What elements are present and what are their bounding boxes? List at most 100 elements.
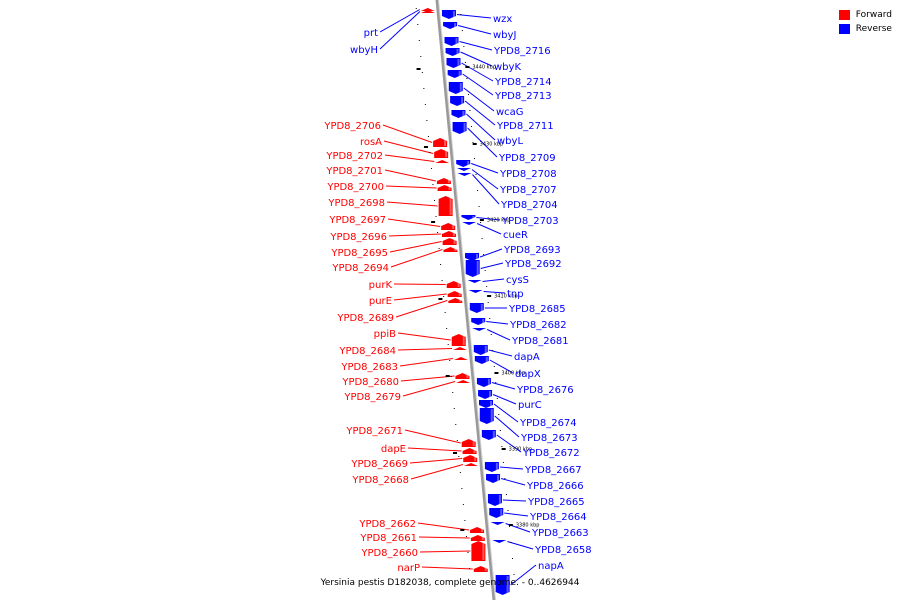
legend-label-reverse: Reverse [855, 24, 892, 34]
forward-gene-block [443, 247, 458, 252]
forward-gene-block [448, 298, 463, 303]
scale-dot [462, 504, 464, 505]
scale-tick-label: 3390 kbp [509, 447, 533, 453]
reverse-gene-label: YPD8_2713 [494, 91, 552, 102]
scale-dot [458, 456, 460, 457]
reverse-gene-connector [483, 291, 506, 294]
forward-gene-block [452, 347, 467, 350]
forward-gene-connector [410, 464, 464, 480]
scale-tick-mark [494, 372, 499, 374]
reverse-gene-connector [507, 541, 534, 550]
forward-gene-label: YPD8_2694 [331, 263, 389, 274]
forward-gene-block [447, 291, 462, 297]
forward-gene-block [473, 566, 488, 572]
forward-gene-connector [397, 332, 451, 341]
reverse-gene-block [471, 318, 486, 325]
scale-dot [484, 270, 486, 271]
legend-item-forward: Forward [838, 8, 892, 22]
scale-dot [469, 110, 471, 111]
scale-dot [447, 344, 449, 345]
reverse-gene-label: dapX [515, 369, 541, 380]
scale-tick-mark [465, 66, 470, 68]
forward-gene-connector [409, 458, 463, 464]
forward-gene-connector [385, 185, 437, 189]
scale-dot [430, 168, 432, 169]
scale-dot [429, 152, 431, 153]
reverse-gene-label: wbyJ [493, 30, 516, 41]
forward-gene-block [437, 185, 452, 191]
reverse-gene-label: purC [518, 400, 542, 411]
scale-dot [492, 350, 494, 351]
reverse-gene-label: cueR [503, 230, 528, 241]
forward-gene-block [446, 281, 461, 288]
reverse-gene-connector [494, 415, 520, 438]
scale-dot [512, 558, 514, 559]
forward-gene-connector [419, 550, 471, 553]
scale-dot [456, 440, 458, 441]
reverse-gene-block [447, 70, 462, 78]
reverse-gene-connector [486, 329, 511, 341]
reverse-gene-connector [492, 394, 517, 405]
reverse-gene-connector [463, 87, 495, 112]
scale-dot [493, 366, 495, 367]
scale-dot [426, 120, 428, 121]
forward-gene-label: YPD8_2696 [329, 232, 387, 243]
scale-dot [424, 104, 426, 105]
genome-axis-highlight [438, 0, 496, 600]
reverse-gene-block [443, 22, 458, 29]
forward-gene-block [456, 380, 471, 383]
reverse-gene-block [446, 58, 461, 68]
forward-gene-label: YPD8_2695 [330, 248, 388, 259]
forward-gene-connector [379, 11, 421, 50]
reverse-gene-block [490, 522, 505, 525]
scale-dot [444, 312, 446, 313]
reverse-gene-label: YPD8_2665 [527, 497, 585, 508]
forward-gene-block [455, 373, 470, 379]
scale-dot [510, 542, 512, 543]
forward-gene-label: rosA [360, 137, 382, 148]
reverse-gene-label: YPD8_2711 [496, 121, 554, 132]
scale-tick-label: 3420 kbp [487, 218, 511, 224]
scale-dot [513, 574, 515, 575]
scale-tick-mark [445, 375, 450, 377]
forward-gene-block [433, 138, 448, 147]
reverse-gene-connector [460, 51, 493, 67]
scale-dot [495, 382, 497, 383]
reverse-gene-connector [504, 512, 529, 517]
forward-gene-label: prt [364, 28, 378, 39]
scale-dot [475, 174, 477, 175]
reverse-gene-label: YPD8_2682 [509, 320, 567, 331]
scale-dot [499, 430, 501, 431]
forward-gene-block [436, 178, 451, 184]
reverse-gene-block [456, 160, 471, 167]
scale-dot [467, 94, 469, 95]
reverse-gene-label: YPD8_2663 [531, 528, 589, 539]
scale-dot [507, 510, 509, 511]
reverse-gene-block [484, 462, 499, 472]
reverse-gene-label: YPD8_2681 [511, 336, 569, 347]
reverse-gene-block [473, 345, 488, 355]
scale-dot [450, 376, 452, 377]
scale-dot [435, 216, 437, 217]
forward-gene-block [441, 231, 456, 237]
forward-gene-connector [383, 140, 434, 154]
reverse-gene-block [445, 48, 460, 56]
forward-gene-connector [400, 375, 455, 382]
scale-dot [464, 62, 466, 63]
reverse-gene-label: wbyK [494, 62, 521, 73]
scale-dot [468, 568, 470, 569]
reverse-gene-connector [480, 262, 504, 269]
forward-gene-label: YPD8_2662 [358, 519, 416, 530]
scale-dot [464, 520, 466, 521]
forward-gene-label: YPD8_2683 [340, 362, 398, 373]
forward-gene-label: narP [397, 563, 420, 574]
forward-gene-connector [387, 218, 441, 227]
reverse-gene-block [462, 222, 477, 225]
scale-tick-label: 3440 kbp [472, 65, 496, 71]
reverse-gene-connector [466, 113, 496, 141]
reverse-gene-block [465, 253, 480, 261]
forward-gene-connector [418, 536, 470, 539]
forward-gene-label: YPD8_2669 [350, 459, 408, 470]
forward-gene-block [461, 439, 476, 447]
reverse-gene-label: YPD8_2716 [493, 46, 551, 57]
